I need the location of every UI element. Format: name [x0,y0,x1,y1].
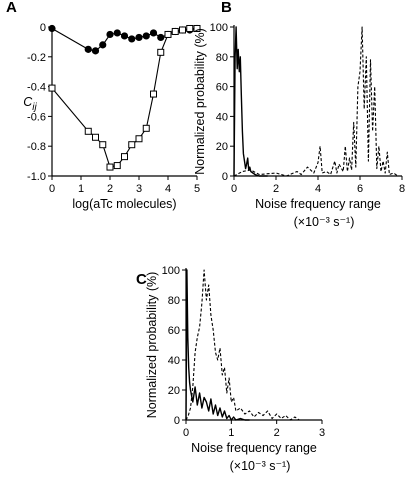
y-tick-label: 40 [168,355,180,367]
series-1-line [233,26,268,177]
data-point-open-square [84,127,92,135]
data-point-open-square [157,48,165,56]
series-2-line [233,26,399,177]
data-point-filled-circle [128,35,136,43]
data-point-open-square [92,133,99,141]
panel-a: A 0 1 2 3 4 5 0 -0.2 -0.4 -0.6 -0.8 -1.0 log(aTc mole… [6,0,201,211]
y-tick-label: 60 [216,82,228,94]
x-tick-label: 3 [136,183,142,195]
data-point-open-square [113,162,121,170]
series-2-line [185,269,300,421]
y-tick-label: -0.6 [27,111,46,123]
data-point-open-square [171,27,179,35]
y-axis-label: Cij [23,95,37,113]
y-tick-label: -0.4 [27,82,46,94]
y-tick-label: -0.8 [27,141,46,153]
series-1-line [185,269,250,421]
data-point-open-square [193,24,201,32]
x-tick-label: 3 [319,427,325,439]
data-point-filled-circle [91,47,100,55]
x-tick-label: 0 [49,183,55,195]
x-tick-label: 4 [165,183,171,195]
data-point-open-square [186,24,194,32]
series-2-line [51,27,197,168]
data-point-open-square [128,141,136,149]
x-tick-label: 8 [399,183,405,195]
y-tick-label: -0.2 [27,52,46,64]
data-point-open-square [150,90,157,98]
data-point-filled-circle [149,29,158,37]
x-axis-unit: (×10⁻³ s⁻¹) [230,459,291,473]
y-tick-label: 80 [216,52,228,64]
data-point-filled-circle [106,30,114,39]
data-point-open-square [106,163,114,171]
data-point-open-square [48,84,56,92]
y-tick-label: 20 [216,141,228,153]
y-axis-label: Normalized probability (%) [145,272,159,419]
data-point-open-square [179,26,186,34]
x-tick-label: 6 [357,183,363,195]
x-axis-label: log(aTc molecules) [72,197,176,211]
y-tick-label: 40 [216,111,228,123]
x-tick-label: 0 [183,427,189,439]
data-point-filled-circle [99,41,107,49]
data-point-open-square [135,135,143,143]
data-point-filled-circle [157,33,165,42]
panel-label: C [136,271,147,288]
x-axis-label: Noise frequency range [191,441,317,455]
data-point-filled-circle [135,33,143,42]
data-point-open-square [164,30,172,38]
y-tick-label: -1.0 [27,171,46,183]
data-point-filled-circle [120,32,129,40]
x-tick-label: 1 [78,183,84,195]
data-point-open-square [99,141,107,149]
x-tick-label: 4 [315,183,321,195]
y-tick-label: 100 [210,22,228,34]
y-tick-label: 60 [168,325,180,337]
x-tick-label: 0 [231,183,237,195]
y-tick-label: 80 [168,295,180,307]
data-point-filled-circle [142,32,150,40]
y-tick-label: 0 [222,171,228,183]
x-axis-label: Noise frequency range [255,197,381,211]
y-tick-label: 0 [174,415,180,427]
x-tick-label: 1 [228,427,234,439]
data-point-open-square [121,153,128,161]
panel-label: B [221,0,232,16]
data-point-filled-circle [84,45,92,53]
y-axis-label: Normalized probability (%) [193,28,207,175]
x-tick-label: 2 [273,183,279,195]
y-tick-label: 20 [168,385,180,397]
data-point-filled-circle [113,29,121,37]
panel-c: C 0 1 2 3 0 20 40 60 80 100 Noise frequency range (×… [136,265,325,473]
data-point-filled-circle [48,24,56,33]
panel-label: A [6,0,17,16]
x-tick-label: 2 [274,427,280,439]
y-axis-label-subscript: ij [32,102,37,113]
data-point-open-square [142,124,150,132]
y-tick-label: 0 [40,22,46,34]
x-tick-label: 5 [194,183,200,195]
x-axis-unit: (×10⁻³ s⁻¹) [294,215,355,229]
x-tick-label: 2 [107,183,113,195]
y-tick-label: 100 [162,265,180,277]
